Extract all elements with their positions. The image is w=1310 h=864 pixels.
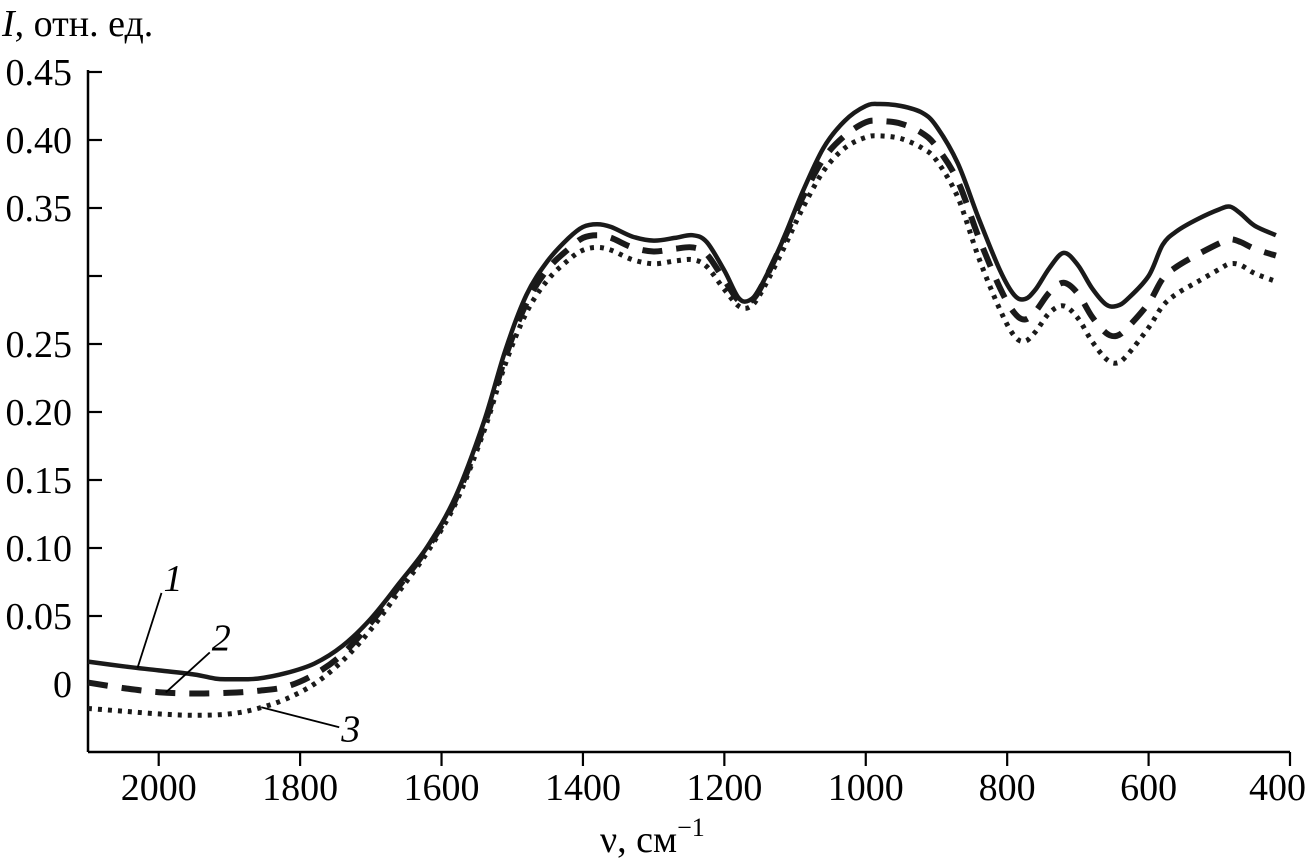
y-tick-label: 0.15 [6, 460, 73, 502]
series-line-3 [87, 133, 1277, 718]
y-tick-label: 0.10 [6, 528, 73, 570]
x-tick-label: 600 [1120, 767, 1177, 809]
axes [86, 70, 1292, 766]
y-tick-label: 0.35 [6, 188, 73, 230]
x-axis-symbol: ν, см [600, 819, 677, 861]
x-tick-label: 400 [1249, 767, 1306, 809]
curve-label-leader [165, 651, 211, 694]
curve-label-leader [136, 592, 163, 669]
curve-label-leader [261, 706, 340, 729]
y-axis-label: I, отн. ед. [1, 3, 153, 45]
series-line-1 [87, 101, 1277, 682]
x-tick-label: 1800 [262, 767, 338, 809]
y-tick-label: 0.20 [6, 392, 73, 434]
y-tick-label: 0.05 [6, 596, 73, 638]
y-tick-label: 0.45 [6, 52, 73, 94]
x-tick-label: 1600 [404, 767, 480, 809]
y-tick-label: 0.40 [6, 120, 73, 162]
y-tick-label: 0.25 [6, 324, 73, 366]
curve-labels: 12 3 [136, 558, 360, 750]
x-tick-label: 1000 [828, 767, 904, 809]
series-line-2 [87, 117, 1277, 697]
curve-label-1: 1 [163, 558, 182, 600]
curve-label-2: 2 [212, 617, 231, 659]
curve-label-3: 3 [340, 708, 360, 750]
y-tick-label: 0 [53, 664, 72, 706]
y-axis-symbol: I [1, 3, 17, 45]
x-tick-label: 1200 [686, 767, 762, 809]
y-axis-units: , отн. ед. [15, 3, 154, 45]
y-tick-labels: 0 0.05 0.10 0.15 0.20 0.25 0.35 0.40 0.45 [6, 52, 73, 706]
x-tick-label: 800 [979, 767, 1036, 809]
x-axis-exponent: −1 [677, 813, 705, 842]
series-lines [87, 101, 1277, 718]
x-tick-label: 1400 [545, 767, 621, 809]
x-axis-label: ν, см−1 [600, 813, 705, 861]
x-tick-label: 2000 [121, 767, 197, 809]
x-tick-labels: 2000 1800 1600 1400 1200 1000 800 600 400 [121, 767, 1306, 809]
